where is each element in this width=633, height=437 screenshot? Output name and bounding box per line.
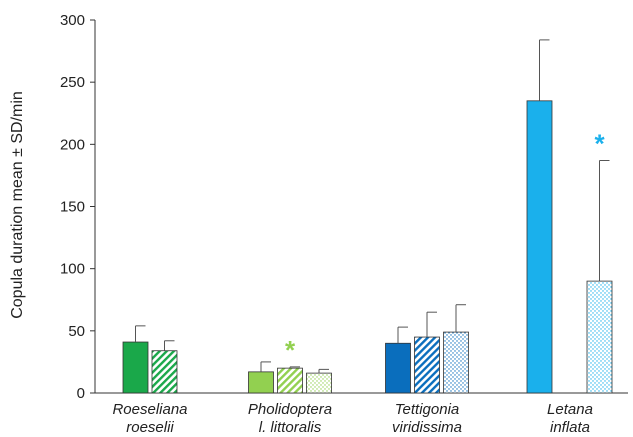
- x-category-label: Roeseliana: [112, 401, 187, 418]
- bar: [248, 371, 274, 394]
- x-category-label: Tettigonia: [395, 401, 460, 418]
- bar: [586, 280, 613, 394]
- y-tick-label: 0: [77, 385, 85, 402]
- bar: [277, 367, 303, 394]
- x-category-label: viridissima: [392, 419, 462, 436]
- significance-marker: *: [285, 335, 296, 365]
- x-category-label: inflata: [550, 419, 590, 436]
- bar: [414, 336, 440, 394]
- bar: [151, 350, 178, 394]
- bar: [443, 331, 469, 394]
- significance-marker: *: [594, 128, 605, 158]
- bars-layer: [122, 39, 613, 394]
- bar: [526, 100, 553, 394]
- x-category-label: roeselii: [126, 419, 174, 436]
- y-tick-label: 100: [60, 261, 85, 278]
- y-tick-label: 150: [60, 199, 85, 216]
- x-category-label: l. littoralis: [259, 419, 322, 436]
- x-category-label: Letana: [547, 401, 593, 418]
- bar: [385, 342, 411, 394]
- axes: 0 50 100 150 200 250 300: [60, 12, 628, 402]
- y-tick-label: 250: [60, 74, 85, 91]
- y-axis-label: Copula duration mean ± SD/min: [9, 91, 26, 319]
- bar: [306, 372, 332, 394]
- y-tick-label: 50: [68, 323, 85, 340]
- x-category-label: Pholidoptera: [248, 401, 332, 418]
- bar: [122, 341, 149, 394]
- y-tick-label: 200: [60, 136, 85, 153]
- y-tick-label: 300: [60, 12, 85, 29]
